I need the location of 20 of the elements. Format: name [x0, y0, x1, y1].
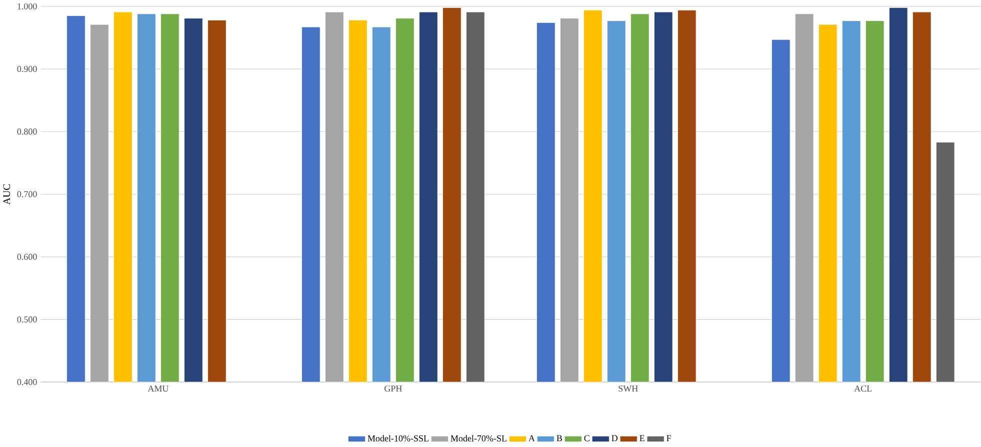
- y-tick-label: 0.900: [17, 66, 37, 72]
- x-tick-label: GPH: [384, 386, 402, 392]
- y-tick-label: 0.700: [17, 191, 37, 198]
- legend-label: D: [612, 435, 618, 442]
- legend-label: E: [640, 435, 644, 442]
- x-tick-label: SWH: [618, 386, 638, 392]
- x-tick-label: AMU: [148, 386, 169, 392]
- y-tick-label: 0.600: [17, 254, 37, 260]
- y-tick-label: 0.400: [17, 379, 37, 386]
- y-tick-label: 0.800: [17, 128, 37, 135]
- legend-label: Model-10%-SSL: [368, 435, 428, 442]
- legend-label: C: [584, 435, 590, 442]
- legend-label: B: [556, 435, 562, 442]
- legend-label: F: [666, 435, 671, 442]
- y-tick-label: 1.000: [18, 3, 37, 10]
- legend-label: A: [528, 435, 535, 442]
- y-axis-title: AUC: [3, 184, 10, 205]
- x-tick-label: ACL: [854, 386, 872, 392]
- y-tick-label: 0.500: [17, 316, 37, 323]
- legend-label: Model-70%-SL: [450, 435, 506, 442]
